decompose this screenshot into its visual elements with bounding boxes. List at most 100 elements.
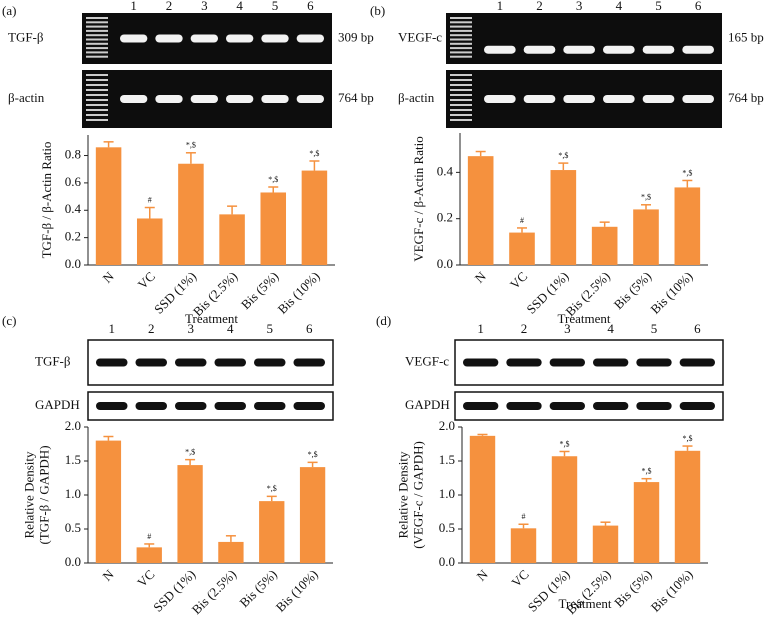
y-tick-label: 0.5 <box>439 520 455 535</box>
bar <box>136 547 162 563</box>
y-tick-label: 0.0 <box>65 554 81 569</box>
gel-band <box>593 402 629 410</box>
gel-band <box>603 95 635 103</box>
x-tick-label: N <box>100 268 118 286</box>
x-tick-label: VC <box>507 269 530 292</box>
bar <box>469 435 496 563</box>
bar-annotation: *,$ <box>641 193 651 202</box>
bar-annotation: *,$ <box>683 434 693 443</box>
bar <box>467 156 494 265</box>
lane-number: 5 <box>267 321 274 336</box>
ladder-band <box>86 51 108 54</box>
gel-band <box>261 34 289 43</box>
y-tick-label: 0.0 <box>437 256 453 271</box>
ladder-band <box>450 29 472 32</box>
ladder-band <box>86 74 108 76</box>
y-tick-label: 1.5 <box>439 452 455 467</box>
bar-annotation: # <box>148 195 152 204</box>
y-tick-label: 0.2 <box>65 229 81 244</box>
ladder-band <box>450 119 472 121</box>
bar-annotation: *,$ <box>308 450 318 459</box>
ladder-band <box>450 47 472 50</box>
bar-annotation: *,$ <box>642 467 652 476</box>
x-tick-label: Bis (10%) <box>647 269 695 317</box>
gel-band <box>682 45 714 54</box>
x-tick-label: Bis (10%) <box>273 567 321 615</box>
ladder-band <box>86 109 108 111</box>
gel-band <box>463 402 499 410</box>
ladder-band <box>86 55 108 58</box>
y-tick-label: 0.5 <box>65 520 81 535</box>
lane-number: 1 <box>477 321 484 336</box>
ladder-band <box>450 51 472 54</box>
gel-band <box>190 34 218 43</box>
gel-band <box>563 95 595 103</box>
band-size: 764 bp <box>338 90 374 105</box>
lane-number: 1 <box>130 0 137 13</box>
ladder-band <box>450 38 472 41</box>
gel-image <box>454 339 724 386</box>
ladder-band <box>450 42 472 45</box>
bar-annotation: *,$ <box>186 141 196 150</box>
lane-number: 3 <box>564 321 571 336</box>
lane-number: 5 <box>655 0 662 13</box>
gel-band <box>523 95 556 103</box>
ladder-band <box>450 21 472 24</box>
x-tick-label: VC <box>135 269 158 292</box>
bar <box>674 450 701 563</box>
gel-row-label: TGF-β <box>35 353 71 368</box>
y-tick-label: 0.2 <box>437 210 453 225</box>
gel-band <box>484 45 516 54</box>
gel-band <box>484 95 516 103</box>
y-axis-label: VEGF-c / β-Actin Ratio <box>411 136 426 261</box>
y-axis-label: (TGF-β / GAPDH) <box>36 445 51 544</box>
lane-number: 6 <box>307 0 314 13</box>
ladder-band <box>86 79 108 81</box>
ladder-band <box>450 84 472 86</box>
bar-annotation: *,$ <box>558 151 568 160</box>
panel-label: (b) <box>370 3 385 18</box>
gel-band <box>682 95 714 103</box>
bar-annotation: *,$ <box>267 484 277 493</box>
lane-number: 3 <box>576 0 583 13</box>
gel-band <box>293 402 325 410</box>
x-axis-label: Treatment <box>559 596 612 611</box>
gel-band <box>296 95 324 103</box>
bar <box>219 214 245 265</box>
gel-band <box>155 34 183 43</box>
gel-band <box>175 358 207 367</box>
lane-number: 5 <box>272 0 279 13</box>
bar <box>674 187 701 265</box>
ladder-band <box>450 89 472 91</box>
ladder-band <box>450 99 472 101</box>
band-size: 165 bp <box>728 29 764 44</box>
bar <box>95 147 122 265</box>
ladder-band <box>450 109 472 111</box>
gel-row-label: VEGF-c <box>398 29 442 44</box>
ladder-band <box>86 42 108 45</box>
gel-band <box>175 402 207 410</box>
gel-row-label: β-actin <box>398 90 435 105</box>
lane-number: 4 <box>616 0 623 13</box>
panel-label: (c) <box>2 313 16 328</box>
bar <box>550 170 577 265</box>
gel-band <box>296 34 324 43</box>
ladder-band <box>450 55 472 58</box>
lane-number: 5 <box>651 321 658 336</box>
bar <box>592 525 619 563</box>
lane-number: 3 <box>188 321 195 336</box>
gel-band <box>523 45 556 54</box>
y-tick-label: 0.0 <box>65 256 81 271</box>
x-axis-label: Treatment <box>558 311 611 326</box>
lane-number: 6 <box>695 0 702 13</box>
y-tick-label: 1.0 <box>439 486 455 501</box>
ladder-band <box>86 34 108 37</box>
lane-number: 2 <box>148 321 155 336</box>
gel-image <box>446 13 722 64</box>
bar <box>633 209 659 265</box>
ladder-band <box>450 34 472 37</box>
gel-band <box>214 402 246 410</box>
band-size: 764 bp <box>728 90 764 105</box>
lane-number: 3 <box>201 0 208 13</box>
y-tick-label: 0.0 <box>439 554 455 569</box>
